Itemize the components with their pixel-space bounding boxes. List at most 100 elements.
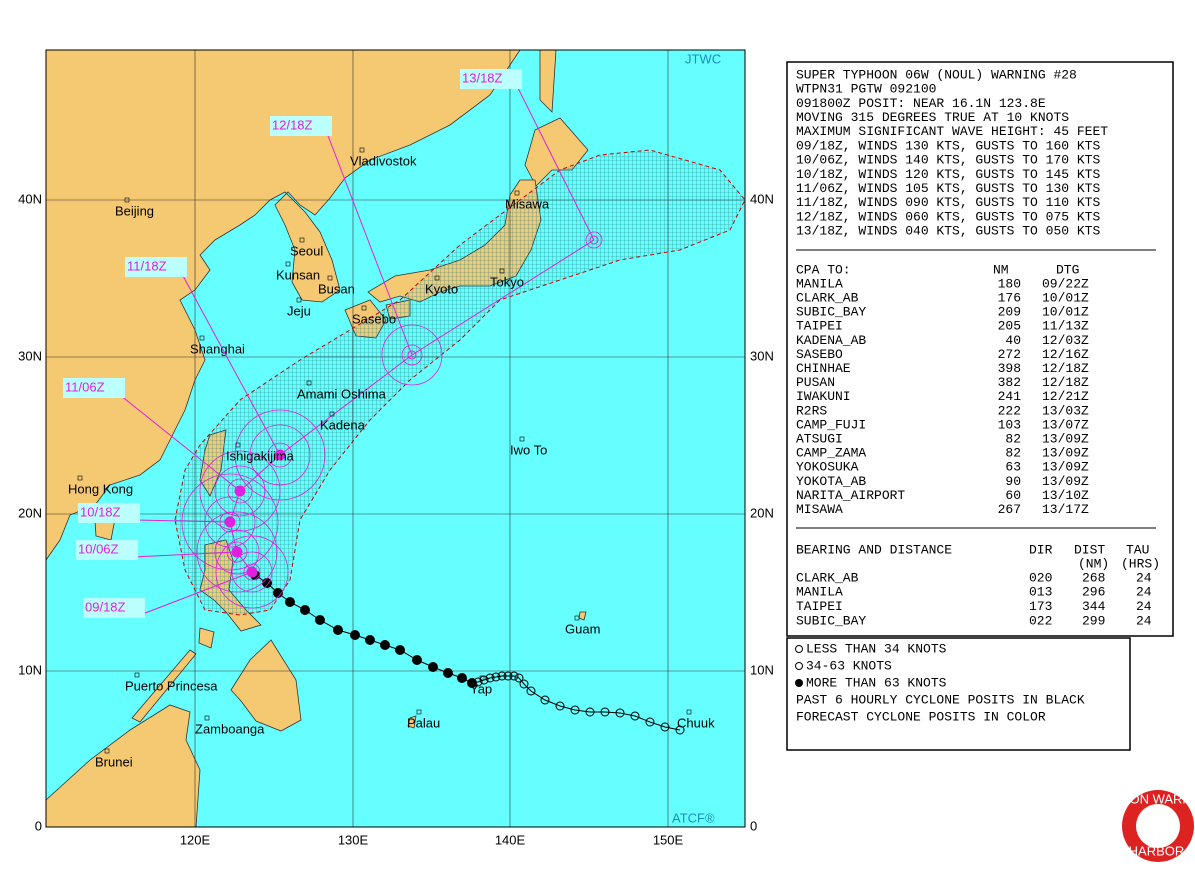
panel-text: WTPN31 PGTW 092100 [796,82,936,97]
place-marker [306,380,312,386]
place-marker [686,709,692,715]
panel-text: 10/01Z [1042,291,1089,306]
place-name: Vladivostok [350,153,417,168]
place-name: Puerto Princesa [125,678,218,693]
forecast-label-box [83,598,145,618]
panel-text: 382 [998,375,1021,390]
past-posit [380,640,390,650]
graticule [46,50,745,827]
panel-text: SUBIC_BAY [796,305,866,320]
panel-text: TAIPEI [796,599,843,614]
place-marker [479,675,485,681]
panel-text: 13/09Z [1042,460,1089,475]
lat-label: 0 [750,818,757,833]
panel-text: 12/16Z [1042,347,1089,362]
panel-text: 82 [1005,446,1021,461]
wind-radius [204,496,256,548]
wind-radius [196,511,278,593]
place-marker [574,615,580,621]
wind-radius [227,478,253,504]
panel-text: 209 [998,305,1021,320]
panel-text: 398 [998,361,1021,376]
place-marker [77,475,83,481]
panel-text: 13/09Z [1042,474,1089,489]
wind-radius [199,450,281,532]
panel-text: 091800Z POSIT: NEAR 16.1N 123.8E [796,96,1046,111]
panel-text: 24 [1136,599,1152,614]
place-marker [327,275,333,281]
past-posit [285,597,295,607]
panel-text: ATSUGI [796,432,843,447]
lat-label: 40N [750,191,774,206]
place-name: Kunsan [276,267,320,282]
panel-text: 103 [998,417,1021,432]
weak-posit [600,707,610,717]
panel-text: DTG [1056,262,1079,277]
weak-posit [585,707,595,717]
panel-text: 60 [1005,488,1021,503]
forecast-label-box [63,378,125,398]
lon-label: 150E [653,832,684,847]
past-posit [457,673,467,683]
panel-text: 13/17Z [1042,502,1089,517]
place-name: Hong Kong [68,481,133,496]
leader-line [516,85,595,241]
logo-text: JOINT TYPHOON WARNING CENTER [1044,791,1195,806]
place-marker [514,190,520,196]
panel-text: LESS THAN 34 KNOTS [806,641,947,656]
panel-text: CAMP_FUJI [796,417,866,432]
leader-line [132,551,238,558]
place-marker [499,268,505,274]
weak-posit [514,673,524,683]
leader-line [119,394,241,492]
panel-text: 09/22Z [1042,276,1089,291]
panel-text: 013 [1029,585,1052,600]
panel-text: 13/09Z [1042,432,1089,447]
panel-text: 296 [1082,585,1105,600]
map-frame [45,49,746,828]
past-posit [412,655,422,665]
place-name: Seoul [290,243,323,258]
weak-posit [485,673,495,683]
forecast-posit [407,350,417,360]
past-posit [300,605,310,615]
panel-text: 344 [1082,599,1106,614]
panel-text: (NM) [1078,556,1109,571]
weak-posit [497,671,507,681]
place-name: Sasebo [352,311,396,326]
panel-text: MORE THAN 63 KNOTS [806,675,947,690]
warning-panel [786,61,1174,637]
weak-posit [645,717,655,727]
lat-label: 40N [18,191,42,206]
past-posit [467,678,477,688]
lat-label: 10N [18,662,42,677]
place-name: Shanghai [190,341,245,356]
place-marker [104,748,110,754]
lat-label: 0 [35,818,42,833]
panel-text: 90 [1005,474,1021,489]
past-posit [273,588,283,598]
panel-text: DIST [1074,542,1105,557]
past-posit [333,625,343,635]
place-name: Jeju [287,303,311,318]
weak-posit [675,725,685,735]
agency-label: JTWC [685,51,721,66]
forecast-label-box [270,116,332,136]
place-name: Guam [565,621,600,636]
panel-text: 10/01Z [1042,305,1089,320]
panel-text: 173 [1029,599,1052,614]
panel-text: IWAKUNI [796,389,851,404]
wind-radius [401,344,423,366]
place-name: Yap [470,681,492,696]
forecast-label: 13/18Z [462,70,503,85]
legend-symbol [795,662,803,670]
panel-text: 272 [998,347,1021,362]
panel-text: CPA TO: [796,262,851,277]
lat-label: 30N [18,348,42,363]
place-marker [124,197,130,203]
leader-line [139,571,253,616]
panel-text: PAST 6 HOURLY CYCLONE POSITS IN BLACK [796,692,1085,707]
place-marker [134,672,140,678]
panel-text: 13/09Z [1042,446,1089,461]
weak-posit [615,708,625,718]
